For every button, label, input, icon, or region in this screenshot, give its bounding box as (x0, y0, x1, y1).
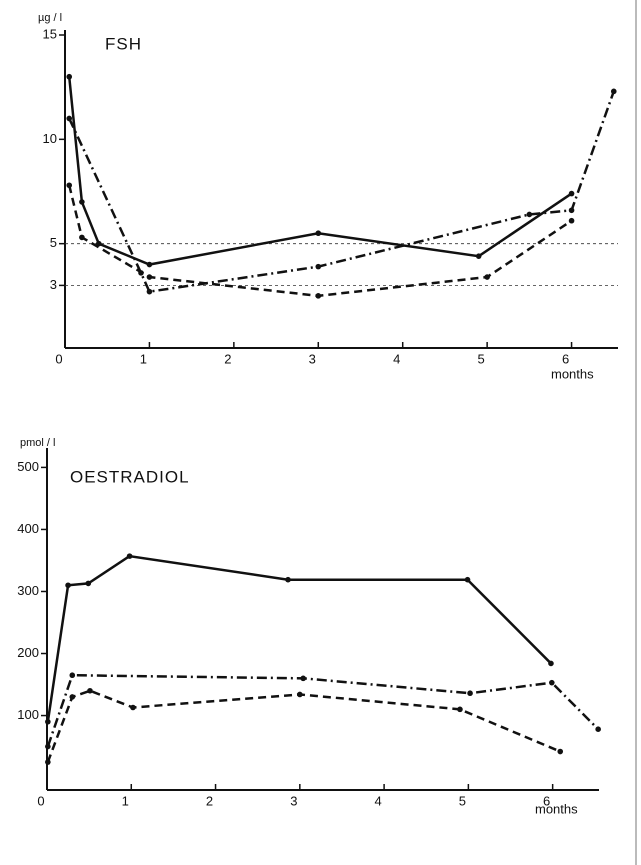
y-tick-label: 3 (50, 277, 57, 292)
data-point (467, 690, 473, 697)
data-point (315, 293, 322, 299)
data-point (87, 687, 93, 694)
y-tick-label: 400 (17, 521, 39, 536)
x-tick-label: 5 (478, 351, 485, 366)
data-point (549, 679, 555, 686)
data-point (130, 704, 136, 711)
x-tick-label: 0 (37, 793, 44, 808)
x-tick-label: 0 (55, 351, 62, 366)
data-point (146, 274, 153, 280)
chart-title: FSH (105, 34, 142, 53)
data-point (79, 234, 85, 241)
data-point (548, 660, 554, 667)
data-point (315, 230, 322, 237)
series-line (46, 673, 600, 747)
data-point (126, 553, 133, 559)
data-point (526, 211, 533, 218)
data-point (45, 759, 51, 765)
x-axis-label: months (535, 801, 578, 816)
data-point (475, 253, 482, 259)
y-tick-label: 5 (50, 235, 57, 250)
data-point (484, 274, 490, 280)
x-tick-label: 6 (562, 351, 569, 366)
series-line (68, 184, 573, 298)
y-tick-label: 100 (17, 707, 39, 722)
y-axis-unit: pmol / l (20, 437, 55, 449)
x-tick-label: 5 (459, 793, 466, 808)
data-point (285, 576, 291, 583)
data-point (85, 580, 92, 587)
data-point (66, 73, 73, 80)
data-point (297, 691, 303, 698)
data-point (66, 115, 73, 122)
data-point (557, 748, 564, 755)
x-tick-label: 2 (206, 793, 213, 808)
y-tick-label: 15 (43, 26, 57, 41)
data-point (69, 672, 76, 679)
data-point (568, 217, 575, 224)
data-point (69, 694, 76, 700)
data-point (568, 190, 575, 197)
data-point (457, 706, 463, 713)
x-tick-label: 4 (374, 793, 381, 808)
data-point (79, 199, 85, 205)
data-point (45, 718, 51, 725)
y-tick-label: 200 (17, 645, 39, 660)
data-point (315, 263, 322, 270)
data-point (595, 726, 601, 733)
data-point (66, 182, 73, 189)
y-axis-unit: µg / l (38, 12, 62, 24)
data-point (300, 675, 306, 682)
x-tick-label: 1 (140, 351, 147, 366)
data-point (146, 288, 153, 295)
data-point (146, 261, 153, 268)
x-axis-label: months (551, 366, 594, 381)
data-point (464, 576, 471, 583)
data-point (45, 743, 51, 750)
x-tick-label: 2 (224, 351, 231, 366)
y-tick-label: 500 (17, 459, 39, 474)
x-tick-label: 3 (309, 351, 316, 366)
y-tick-label: 300 (17, 583, 39, 598)
data-point (65, 582, 71, 589)
x-tick-label: 6 (543, 793, 550, 808)
data-point (568, 207, 575, 214)
chart-title: OESTRADIOL (70, 467, 190, 486)
x-tick-label: 4 (393, 351, 400, 366)
x-tick-label: 1 (122, 793, 129, 808)
x-tick-label: 3 (290, 793, 297, 808)
data-point (610, 88, 617, 95)
y-tick-label: 10 (43, 131, 57, 146)
